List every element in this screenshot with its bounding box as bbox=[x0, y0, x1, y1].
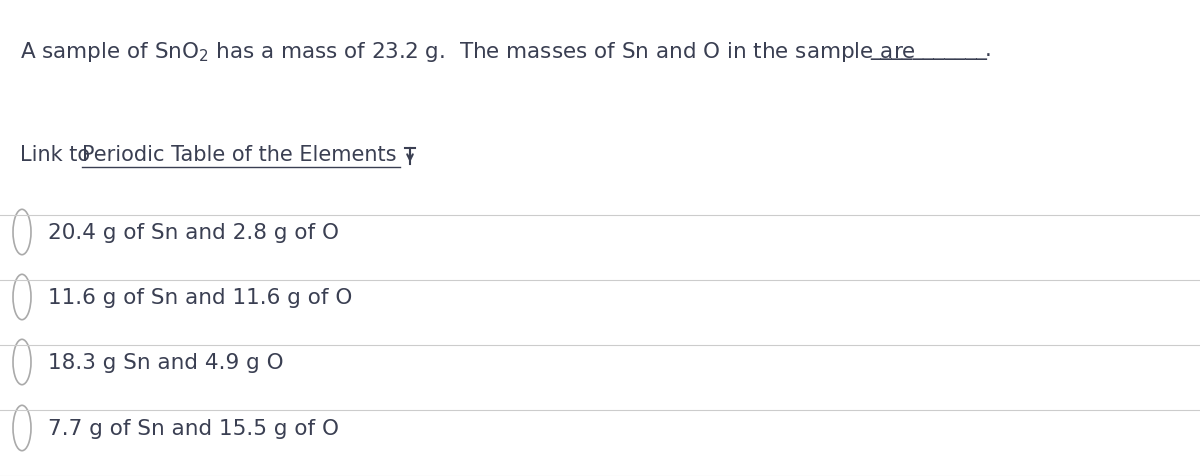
Text: Periodic Table of the Elements: Periodic Table of the Elements bbox=[82, 145, 396, 165]
Text: ___________: ___________ bbox=[870, 40, 986, 60]
Text: 7.7 g of Sn and 15.5 g of O: 7.7 g of Sn and 15.5 g of O bbox=[48, 419, 340, 439]
Text: .: . bbox=[985, 40, 992, 60]
Text: 18.3 g Sn and 4.9 g O: 18.3 g Sn and 4.9 g O bbox=[48, 353, 283, 373]
Text: A sample of SnO$_2$ has a mass of 23.2 g.  The masses of Sn and O in the sample : A sample of SnO$_2$ has a mass of 23.2 g… bbox=[20, 40, 916, 64]
Text: 20.4 g of Sn and 2.8 g of O: 20.4 g of Sn and 2.8 g of O bbox=[48, 223, 340, 243]
Text: Link to: Link to bbox=[20, 145, 97, 165]
Text: 11.6 g of Sn and 11.6 g of O: 11.6 g of Sn and 11.6 g of O bbox=[48, 288, 353, 308]
